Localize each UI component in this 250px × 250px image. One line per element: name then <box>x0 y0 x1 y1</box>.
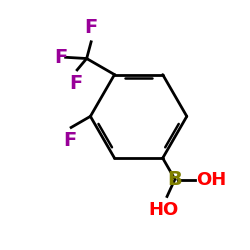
Text: F: F <box>69 74 82 93</box>
Text: HO: HO <box>148 201 178 219</box>
Text: F: F <box>54 48 68 67</box>
Text: B: B <box>168 170 182 189</box>
Text: F: F <box>63 132 76 150</box>
Text: F: F <box>84 18 98 37</box>
Text: OH: OH <box>196 170 227 188</box>
